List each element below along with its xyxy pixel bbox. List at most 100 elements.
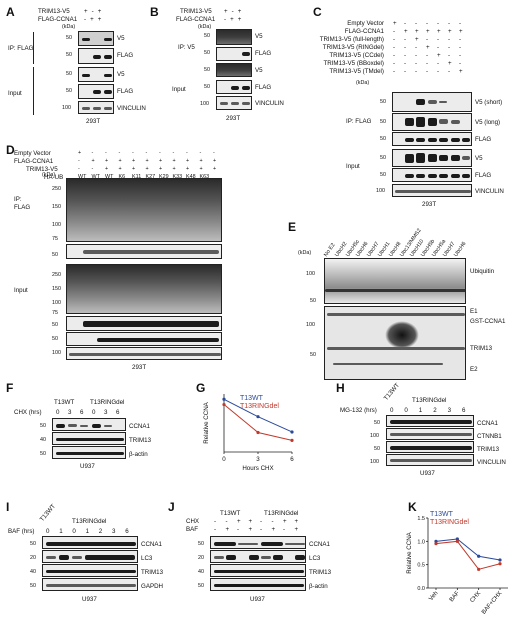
blot-label: V5: [255, 67, 263, 74]
blot-flag-ip: [78, 48, 114, 64]
series-line: [435, 540, 501, 570]
blot-lc3: [42, 550, 138, 563]
row-label: TRIM13-V5: [38, 8, 70, 15]
x-tick-label: CHX: [469, 590, 482, 604]
cell-line: 293T: [226, 115, 241, 122]
row-mark: +: [426, 28, 430, 35]
kda-marker: 50: [30, 541, 36, 547]
row-mark: K63: [199, 174, 210, 180]
blot-v5-input: [392, 149, 472, 167]
treatment-label: CHX (hrs): [14, 409, 42, 416]
row-mark: +: [172, 158, 176, 164]
blot-vinculin: [78, 101, 114, 114]
row-label: BAF: [186, 526, 199, 533]
input-label: Input: [8, 90, 22, 97]
blot-label: CTNNB1: [477, 433, 502, 440]
blot-beta-actin: [210, 578, 306, 591]
row-mark: -: [172, 150, 175, 156]
row-mark: +: [105, 166, 109, 172]
row-mark: -: [404, 52, 407, 59]
row-mark: +: [459, 28, 463, 35]
row-mark: -: [260, 518, 263, 525]
blot-flag-ip: [66, 244, 222, 259]
row-mark: -: [105, 150, 107, 156]
row-mark: -: [437, 44, 440, 51]
blot-vinculin: [216, 96, 252, 110]
blot-label: FLAG: [475, 136, 492, 143]
kda-label: (kDa): [62, 24, 76, 30]
row-mark: +: [294, 526, 299, 533]
blot-label: FLAG: [255, 50, 272, 57]
kda-marker: 50: [66, 71, 72, 77]
panel-letter-g: G: [196, 381, 206, 395]
cell-line: U937: [82, 596, 97, 603]
row-mark: -: [415, 20, 418, 27]
row-mark: -: [260, 526, 263, 533]
kda-marker: 50: [380, 119, 386, 125]
blot-v5-input: [216, 63, 252, 77]
row-mark: -: [393, 44, 396, 51]
kda-marker: 100: [370, 459, 379, 465]
kda-marker: 50: [204, 84, 210, 90]
time-label: 3: [68, 409, 72, 416]
row-mark: K33: [172, 174, 183, 180]
kda-marker: 50: [52, 336, 58, 342]
row-mark: +: [248, 518, 253, 525]
row-mark: -: [415, 44, 418, 51]
row-mark: -: [404, 36, 407, 43]
panel-letter-h: H: [336, 381, 345, 395]
x-tick-label: BAF: [449, 590, 461, 603]
row-marks: -++: [84, 16, 106, 23]
kda-marker: 50: [380, 155, 386, 161]
blot-label: V5: [475, 155, 483, 162]
row-label: FLAG-CCNA1: [344, 28, 384, 35]
blot-label: VINCULIN: [117, 105, 146, 112]
row-mark: -: [393, 60, 396, 67]
row-mark: +: [159, 158, 163, 164]
time-label: 6: [80, 409, 84, 416]
kda-marker: 50: [204, 67, 210, 73]
blot-label: TRIM13: [477, 446, 500, 453]
time-label: 0: [56, 409, 60, 416]
cell-line: 293T: [422, 201, 437, 208]
blot-v5-short: [392, 92, 472, 112]
blot-ccna1: [210, 536, 306, 549]
time-label: 0: [390, 407, 394, 414]
row-mark: -: [459, 52, 462, 59]
panel-letter-a: A: [6, 5, 15, 19]
kda-marker: 50: [30, 583, 36, 589]
blot-lc3: [210, 550, 306, 563]
kda-marker: 50: [66, 52, 72, 58]
row-mark: -: [404, 60, 407, 67]
row-mark: +: [199, 158, 203, 164]
kda-marker: 50: [310, 298, 316, 304]
row-mark: +: [426, 44, 430, 51]
y-tick-label: 0.5: [417, 563, 425, 569]
row-mark: +: [199, 166, 203, 172]
row-mark: +: [186, 166, 190, 172]
time-label: 6: [116, 409, 120, 416]
row-mark: -: [404, 20, 407, 27]
blot-ha-input: [66, 264, 222, 314]
row-label: FLAG-CCNA1: [38, 16, 78, 23]
input-label: Input: [346, 163, 360, 170]
row-mark: -: [132, 150, 134, 156]
time-label: 2: [98, 528, 103, 535]
row-mark: +: [294, 518, 299, 525]
input-label: Input: [14, 287, 28, 294]
blot-label: FLAG: [117, 52, 134, 59]
lane-label: No E2: [323, 242, 337, 258]
row-label: TRIM13-V5 (CCdel): [329, 52, 384, 59]
x-axis-label: Hours CHX: [242, 465, 273, 472]
kda-marker: 100: [306, 322, 315, 328]
row-mark: -: [393, 28, 396, 35]
row-mark: -: [186, 150, 188, 156]
row-mark: -: [213, 150, 215, 156]
row-mark: +: [283, 518, 287, 525]
blot-label: CCNA1: [309, 541, 330, 548]
time-label: 1: [59, 528, 63, 535]
cell-line: U937: [80, 463, 95, 470]
blot-label: VINCULIN: [475, 188, 504, 195]
kda-marker: 50: [204, 50, 210, 56]
row-mark: -: [145, 150, 148, 156]
